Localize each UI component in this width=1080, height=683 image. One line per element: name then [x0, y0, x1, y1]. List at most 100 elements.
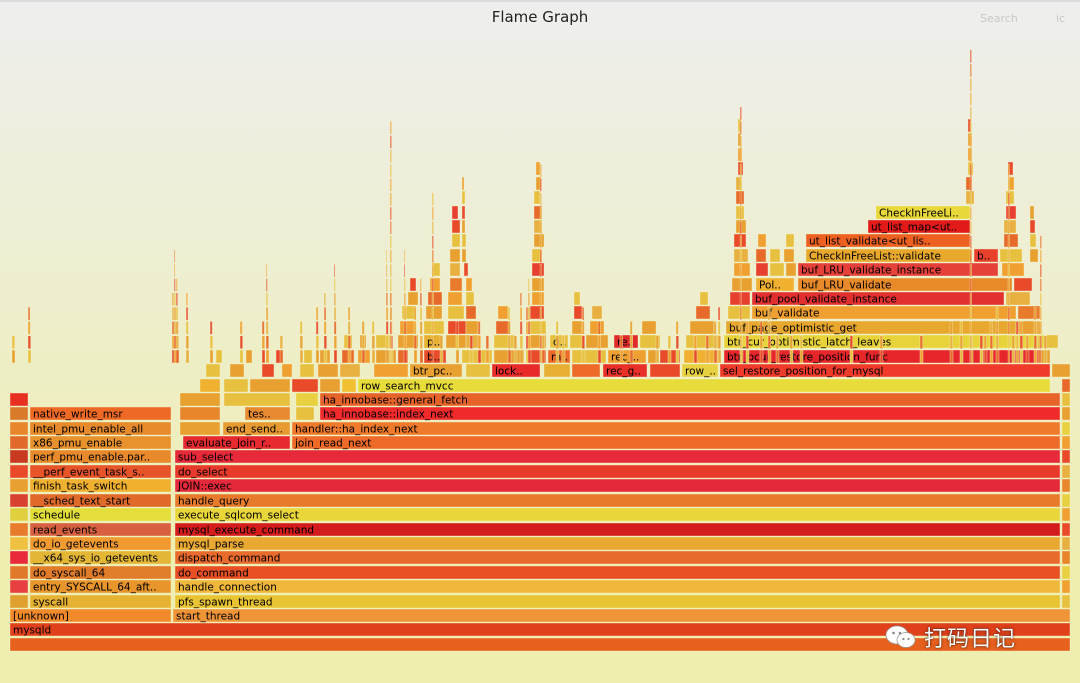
- spike-frame[interactable]: [265, 321, 269, 335]
- frame-ha-innobase-general-fetch[interactable]: ha_innobase::general_fetch: [319, 392, 1061, 407]
- frame[interactable]: [1061, 378, 1071, 393]
- spike-frame[interactable]: [775, 335, 779, 349]
- frame-rect[interactable]: [174, 594, 1061, 609]
- frame-rect[interactable]: [607, 349, 647, 364]
- spike-frame[interactable]: [175, 321, 179, 335]
- frame-rect[interactable]: [1061, 378, 1071, 393]
- frame[interactable]: [769, 262, 785, 277]
- spike-frame[interactable]: [717, 335, 721, 349]
- spike-frame[interactable]: [513, 349, 518, 364]
- spike-frame[interactable]: [507, 349, 512, 364]
- frame[interactable]: [423, 320, 445, 335]
- frame[interactable]: [1005, 190, 1015, 205]
- spike-frame[interactable]: [969, 163, 972, 178]
- frame-rect[interactable]: [9, 594, 29, 609]
- frame-rect[interactable]: [9, 464, 29, 479]
- frame[interactable]: [427, 291, 443, 306]
- spike-frame[interactable]: [739, 235, 742, 249]
- frame-rect[interactable]: [529, 305, 545, 320]
- frame-rect[interactable]: [223, 378, 249, 393]
- frame-rect[interactable]: [571, 363, 601, 378]
- spike-frame[interactable]: [739, 163, 742, 178]
- frame-rect[interactable]: [9, 550, 29, 565]
- spike-frame[interactable]: [799, 349, 804, 364]
- frame-rec-g[interactable]: rec_g..: [602, 363, 648, 378]
- frame-rect[interactable]: [465, 363, 491, 378]
- spike-frame[interactable]: [389, 163, 392, 178]
- spike-frame[interactable]: [323, 321, 327, 335]
- spike-frame[interactable]: [717, 321, 721, 335]
- spike-frame[interactable]: [629, 349, 634, 364]
- frame[interactable]: [303, 349, 313, 364]
- frame-rect[interactable]: [531, 262, 545, 277]
- spike-frame[interactable]: [185, 349, 190, 364]
- frame-do-io-getevents[interactable]: do_io_getevents: [29, 536, 172, 551]
- frame-rect[interactable]: [1061, 536, 1071, 551]
- spike-frame[interactable]: [539, 163, 542, 178]
- frame[interactable]: [465, 305, 477, 320]
- frame-rect[interactable]: [215, 349, 223, 364]
- frame-rect[interactable]: [1005, 291, 1031, 306]
- spike-frame[interactable]: [439, 335, 443, 349]
- frame-rect[interactable]: [1061, 594, 1071, 609]
- frame[interactable]: [9, 392, 29, 407]
- frame[interactable]: [249, 378, 291, 393]
- spike-frame[interactable]: [389, 349, 392, 364]
- spike-frame[interactable]: [347, 349, 352, 364]
- frame[interactable]: [689, 320, 715, 335]
- frame[interactable]: [461, 349, 493, 364]
- frame-buf-pool-validate-instance[interactable]: buf_pool_validate_instance: [751, 291, 1005, 306]
- spike-frame[interactable]: [513, 335, 517, 349]
- spike-frame[interactable]: [419, 321, 423, 335]
- spike-frame[interactable]: [1007, 192, 1010, 206]
- frame-handle-connection[interactable]: handle_connection: [174, 579, 1061, 594]
- frame[interactable]: [461, 248, 467, 263]
- frame-rect[interactable]: [29, 579, 172, 594]
- spike-frame[interactable]: [983, 335, 987, 349]
- spike-frame[interactable]: [969, 149, 972, 164]
- frame-rect[interactable]: [29, 493, 172, 508]
- frame-rect[interactable]: [1005, 205, 1017, 220]
- frame-rect[interactable]: [9, 493, 29, 508]
- spike-frame[interactable]: [389, 178, 392, 192]
- frame-rect[interactable]: [174, 550, 1061, 565]
- frame-rect[interactable]: [797, 262, 999, 277]
- frame[interactable]: [229, 363, 245, 378]
- spike-frame[interactable]: [767, 321, 771, 335]
- spike-frame[interactable]: [485, 349, 490, 364]
- frame[interactable]: [245, 349, 253, 364]
- frame[interactable]: [531, 291, 545, 306]
- frame[interactable]: [965, 176, 973, 191]
- spike-frame[interactable]: [323, 306, 327, 321]
- frame-entry-syscall-64-aft[interactable]: entry_SYSCALL_64_aft..: [29, 579, 172, 594]
- frame-rect[interactable]: [397, 349, 409, 364]
- frame-ut-list-map-ut[interactable]: ut_list_map<ut..: [867, 219, 971, 234]
- frame-rect[interactable]: [29, 522, 172, 537]
- frame-pfs-spawn-thread[interactable]: pfs_spawn_thread: [174, 594, 1061, 609]
- spike-frame[interactable]: [561, 349, 566, 364]
- spike-frame[interactable]: [385, 292, 388, 306]
- frame-ha-innobase-index-next[interactable]: ha_innobase::index_next: [319, 406, 1061, 421]
- frame[interactable]: [533, 205, 543, 220]
- frame[interactable]: [1061, 406, 1071, 421]
- spike-frame[interactable]: [713, 349, 718, 364]
- frame[interactable]: [9, 507, 29, 522]
- frame[interactable]: [1005, 291, 1031, 306]
- frame-rect[interactable]: [699, 291, 709, 306]
- spike-frame[interactable]: [581, 335, 585, 349]
- ignore-case-button[interactable]: ic: [1056, 12, 1066, 25]
- spike-frame[interactable]: [539, 235, 542, 249]
- frame[interactable]: [9, 579, 29, 594]
- spike-frame[interactable]: [419, 349, 424, 364]
- frame-buf-lru-validate-instance[interactable]: buf_LRU_validate_instance: [797, 262, 999, 277]
- frame[interactable]: [543, 363, 571, 378]
- frame[interactable]: [397, 334, 419, 349]
- frame-rect[interactable]: [463, 262, 469, 277]
- spike-frame[interactable]: [995, 335, 999, 349]
- frame-rect[interactable]: [9, 622, 1071, 637]
- frame[interactable]: [1013, 277, 1033, 292]
- frame-rect[interactable]: [229, 363, 245, 378]
- frame[interactable]: [465, 363, 491, 378]
- frame-rect[interactable]: [449, 248, 461, 263]
- spike-frame[interactable]: [315, 306, 319, 321]
